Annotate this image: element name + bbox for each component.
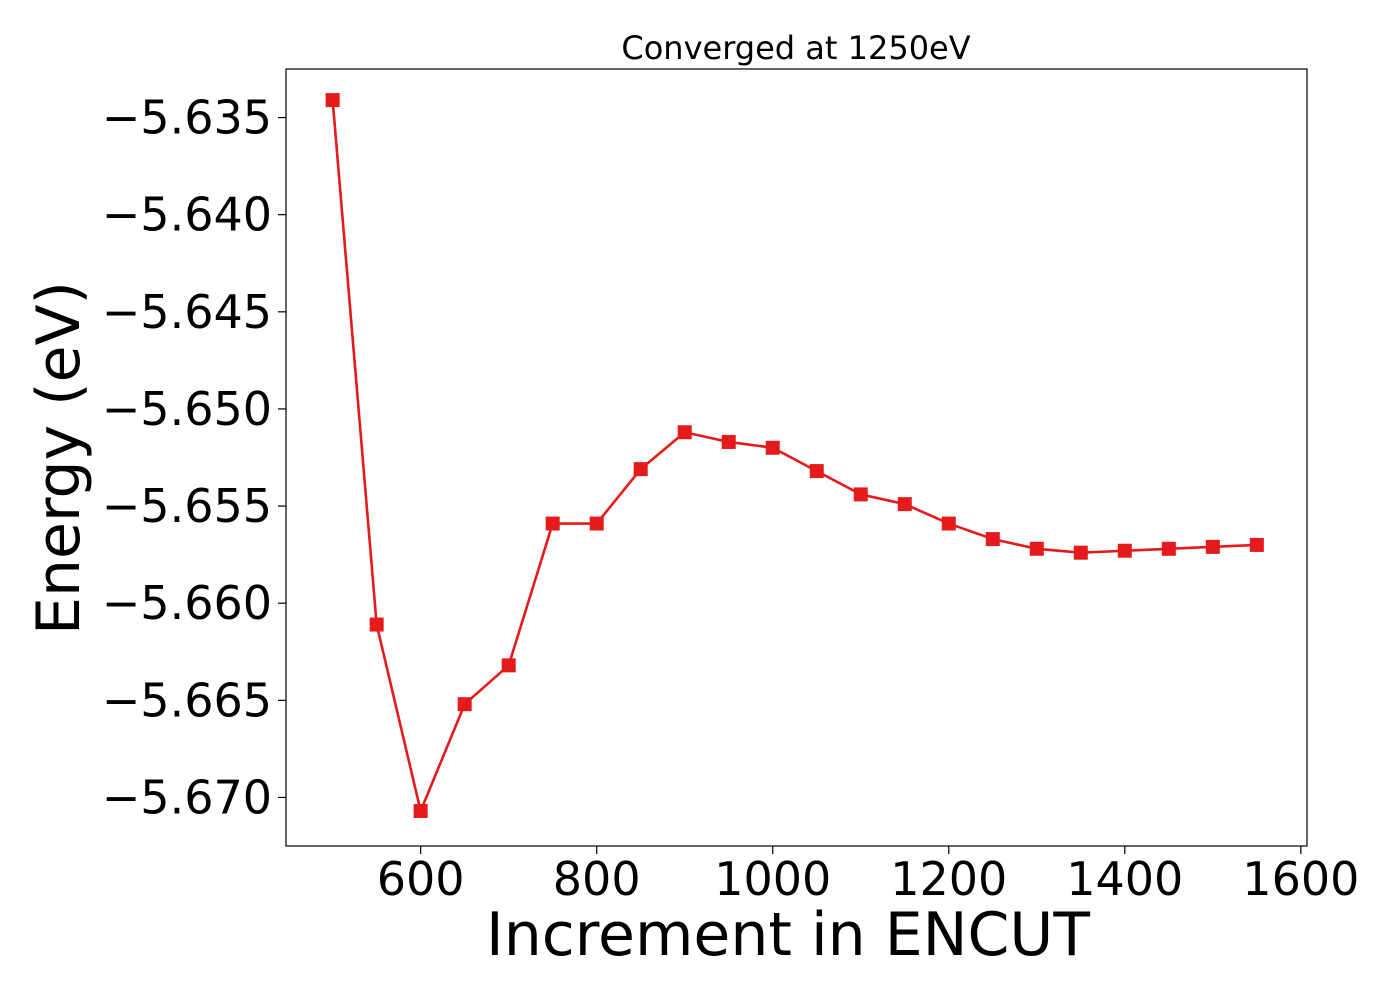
plot-frame	[285, 68, 1308, 847]
data-point-marker	[501, 658, 516, 673]
x-tick-label: 1200	[890, 852, 1007, 906]
data-point-marker	[1249, 537, 1264, 552]
x-tick-label: 1600	[1242, 852, 1359, 906]
data-point-marker	[1029, 541, 1044, 556]
plot-area	[285, 68, 1308, 847]
y-axis-label: Energy (eV)	[24, 281, 94, 635]
y-axis-ticks: −5.635 −5.640 −5.645 −5.650 −5.655 −5.660 −5.6…	[102, 91, 286, 824]
data-point-marker	[1117, 543, 1132, 558]
data-point-marker	[633, 462, 648, 477]
data-point-marker	[677, 425, 692, 440]
data-point-marker	[369, 617, 384, 632]
data-point-marker	[941, 516, 956, 531]
y-tick-label: −5.645	[102, 285, 272, 339]
y-tick-label: −5.650	[102, 382, 272, 436]
data-point-marker	[985, 532, 1000, 547]
y-tick-label: −5.665	[102, 673, 272, 727]
data-point-marker	[589, 516, 604, 531]
chart-title: Converged at 1250eV	[621, 29, 970, 67]
data-point-marker	[1073, 545, 1088, 560]
data-point-marker	[325, 93, 340, 108]
data-point-marker	[413, 804, 428, 819]
data-point-marker	[853, 487, 868, 502]
y-tick-label: −5.660	[102, 576, 272, 630]
data-point-marker	[765, 440, 780, 455]
x-axis-ticks: 600 800 1000 1200 1400 1600	[377, 846, 1359, 906]
y-tick-label: −5.655	[102, 479, 272, 533]
data-point-marker	[721, 434, 736, 449]
data-point-marker	[457, 697, 472, 712]
series-line	[331, 99, 1257, 813]
y-tick-label: −5.640	[102, 188, 272, 242]
y-tick-label: −5.670	[102, 770, 272, 824]
series-layer	[325, 93, 1264, 819]
data-point-marker	[809, 464, 824, 479]
x-tick-label: 600	[377, 852, 465, 906]
y-tick-label: −5.635	[102, 91, 272, 145]
x-tick-label: 1400	[1066, 852, 1183, 906]
data-point-marker	[1205, 539, 1220, 554]
x-axis-label: Increment in ENCUT	[486, 900, 1090, 970]
data-point-marker	[1161, 541, 1176, 556]
data-point-marker	[897, 497, 912, 512]
x-tick-label: 800	[553, 852, 641, 906]
data-point-marker	[545, 516, 560, 531]
x-tick-label: 1000	[714, 852, 831, 906]
